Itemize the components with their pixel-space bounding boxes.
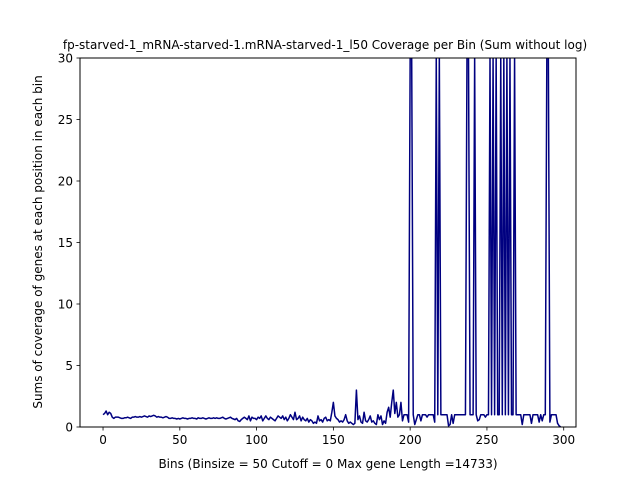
x-axis: 0 50 100 150 200 250 300 xyxy=(99,427,575,447)
x-tick-label: 0 xyxy=(99,433,107,447)
y-tick-label: 15 xyxy=(58,236,73,250)
y-tick-label: 5 xyxy=(65,359,73,373)
plot-frame xyxy=(79,57,577,428)
coverage-series-line xyxy=(102,58,562,427)
y-axis-label: Sums of coverage of genes at each positi… xyxy=(31,75,45,408)
y-tick-label: 25 xyxy=(58,113,73,127)
x-tick-label: 50 xyxy=(172,433,187,447)
x-tick-label: 300 xyxy=(552,433,575,447)
x-axis-label: Bins (Binsize = 50 Cutoff = 0 Max gene L… xyxy=(158,457,497,471)
chart-title: fp-starved-1_mRNA-starved-1.mRNA-starved… xyxy=(63,38,587,52)
series-layer xyxy=(102,58,562,427)
x-tick-label: 250 xyxy=(475,433,498,447)
y-tick-label: 30 xyxy=(58,52,73,66)
x-tick-label: 150 xyxy=(322,433,345,447)
x-tick-label: 200 xyxy=(399,433,422,447)
x-tick-label: 100 xyxy=(245,433,268,447)
y-tick-label: 0 xyxy=(65,421,73,435)
y-tick-label: 10 xyxy=(58,298,73,312)
y-tick-label: 20 xyxy=(58,175,73,189)
y-axis: 0 5 10 15 20 25 30 xyxy=(58,52,80,435)
